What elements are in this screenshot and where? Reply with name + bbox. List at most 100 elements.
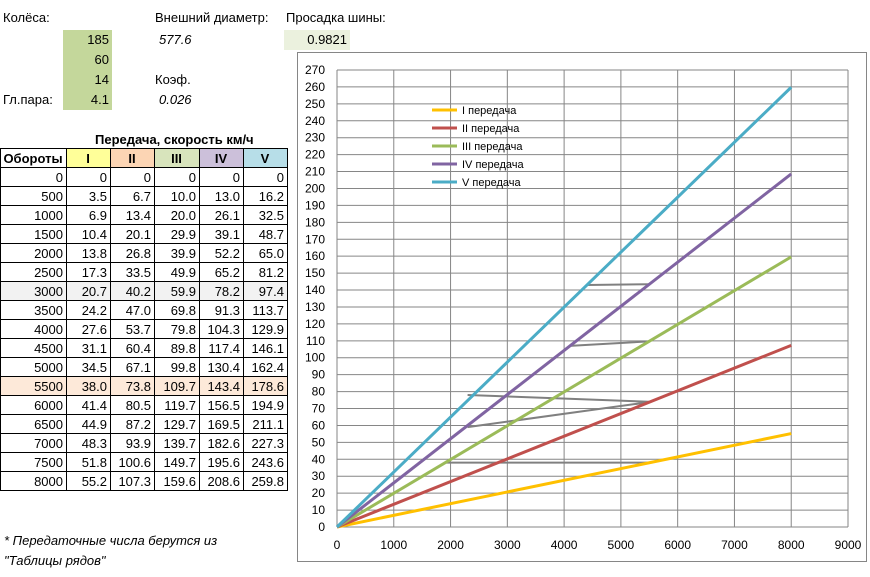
speed-cell[interactable]: 6.9: [66, 205, 111, 225]
speed-cell[interactable]: 52.2: [199, 243, 244, 263]
speed-cell[interactable]: 10.4: [66, 224, 111, 244]
speed-cell[interactable]: 129.7: [154, 414, 200, 434]
speed-cell[interactable]: 129.9: [243, 319, 288, 339]
speed-cell[interactable]: 100.6: [110, 452, 155, 472]
speed-cell[interactable]: 80.5: [110, 395, 155, 415]
speed-cell[interactable]: 13.4: [110, 205, 155, 225]
speed-cell[interactable]: 13.8: [66, 243, 111, 263]
speed-cell[interactable]: 27.6: [66, 319, 111, 339]
speed-cell[interactable]: 139.7: [154, 433, 200, 453]
speed-cell[interactable]: 65.2: [199, 262, 244, 282]
speed-cell[interactable]: 117.4: [199, 338, 244, 358]
speed-cell[interactable]: 143.4: [199, 376, 244, 396]
speed-cell[interactable]: 81.2: [243, 262, 288, 282]
speed-cell[interactable]: 34.5: [66, 357, 111, 377]
speed-cell[interactable]: 60.4: [110, 338, 155, 358]
rpm-cell[interactable]: 1000: [0, 205, 67, 225]
speed-cell[interactable]: 3.5: [66, 186, 111, 206]
speed-cell[interactable]: 32.5: [243, 205, 288, 225]
speed-cell[interactable]: 13.0: [199, 186, 244, 206]
speed-cell[interactable]: 99.8: [154, 357, 200, 377]
speed-cell[interactable]: 65.0: [243, 243, 288, 263]
speed-cell[interactable]: 208.6: [199, 471, 244, 491]
speed-cell[interactable]: 20.7: [66, 281, 111, 301]
speed-cell[interactable]: 156.5: [199, 395, 244, 415]
rpm-cell[interactable]: 5500: [0, 376, 67, 396]
speed-cell[interactable]: 47.0: [110, 300, 155, 320]
speed-cell[interactable]: 0: [154, 167, 200, 187]
speed-cell[interactable]: 169.5: [199, 414, 244, 434]
speed-cell[interactable]: 89.8: [154, 338, 200, 358]
speed-cell[interactable]: 0: [243, 167, 288, 187]
rpm-cell[interactable]: 500: [0, 186, 67, 206]
rpm-cell[interactable]: 2000: [0, 243, 67, 263]
speed-cell[interactable]: 24.2: [66, 300, 111, 320]
speed-cell[interactable]: 33.5: [110, 262, 155, 282]
speed-cell[interactable]: 48.3: [66, 433, 111, 453]
speed-cell[interactable]: 130.4: [199, 357, 244, 377]
rpm-cell[interactable]: 3000: [0, 281, 67, 301]
rpm-cell[interactable]: 1500: [0, 224, 67, 244]
speed-cell[interactable]: 182.6: [199, 433, 244, 453]
speed-cell[interactable]: 104.3: [199, 319, 244, 339]
speed-cell[interactable]: 17.3: [66, 262, 111, 282]
speed-cell[interactable]: 55.2: [66, 471, 111, 491]
speed-cell[interactable]: 178.6: [243, 376, 288, 396]
speed-cell[interactable]: 149.7: [154, 452, 200, 472]
speed-cell[interactable]: 48.7: [243, 224, 288, 244]
speed-cell[interactable]: 40.2: [110, 281, 155, 301]
speed-cell[interactable]: 10.0: [154, 186, 200, 206]
speed-cell[interactable]: 44.9: [66, 414, 111, 434]
rpm-cell[interactable]: 4000: [0, 319, 67, 339]
speed-cell[interactable]: 159.6: [154, 471, 200, 491]
rim-size-cell[interactable]: 14: [63, 70, 112, 90]
speed-cell[interactable]: 69.8: [154, 300, 200, 320]
speed-cell[interactable]: 227.3: [243, 433, 288, 453]
speed-cell[interactable]: 39.9: [154, 243, 200, 263]
speed-cell[interactable]: 26.1: [199, 205, 244, 225]
speed-cell[interactable]: 49.9: [154, 262, 200, 282]
rpm-cell[interactable]: 6500: [0, 414, 67, 434]
speed-cell[interactable]: 119.7: [154, 395, 200, 415]
speed-cell[interactable]: 91.3: [199, 300, 244, 320]
speed-cell[interactable]: 6.7: [110, 186, 155, 206]
speed-cell[interactable]: 0: [66, 167, 111, 187]
speed-cell[interactable]: 109.7: [154, 376, 200, 396]
rpm-cell[interactable]: 7500: [0, 452, 67, 472]
speed-cell[interactable]: 39.1: [199, 224, 244, 244]
rpm-cell[interactable]: 4500: [0, 338, 67, 358]
speed-cell[interactable]: 162.4: [243, 357, 288, 377]
rpm-cell[interactable]: 6000: [0, 395, 67, 415]
speed-cell[interactable]: 97.4: [243, 281, 288, 301]
speed-cell[interactable]: 93.9: [110, 433, 155, 453]
rpm-cell[interactable]: 0: [0, 167, 67, 187]
speed-cell[interactable]: 0: [199, 167, 244, 187]
speed-cell[interactable]: 0: [110, 167, 155, 187]
rpm-cell[interactable]: 2500: [0, 262, 67, 282]
speed-cell[interactable]: 31.1: [66, 338, 111, 358]
speed-cell[interactable]: 87.2: [110, 414, 155, 434]
tire-width-cell[interactable]: 185: [63, 30, 112, 50]
main-pair-cell[interactable]: 4.1: [63, 90, 112, 110]
speed-cell[interactable]: 41.4: [66, 395, 111, 415]
speed-cell[interactable]: 211.1: [243, 414, 288, 434]
speed-cell[interactable]: 146.1: [243, 338, 288, 358]
speed-cell[interactable]: 51.8: [66, 452, 111, 472]
speed-cell[interactable]: 16.2: [243, 186, 288, 206]
speed-cell[interactable]: 78.2: [199, 281, 244, 301]
rpm-cell[interactable]: 8000: [0, 471, 67, 491]
speed-cell[interactable]: 194.9: [243, 395, 288, 415]
speed-cell[interactable]: 73.8: [110, 376, 155, 396]
speed-cell[interactable]: 53.7: [110, 319, 155, 339]
speed-cell[interactable]: 67.1: [110, 357, 155, 377]
speed-cell[interactable]: 79.8: [154, 319, 200, 339]
tire-sag-value[interactable]: 0.9821: [284, 30, 350, 50]
speed-cell[interactable]: 107.3: [110, 471, 155, 491]
speed-cell[interactable]: 29.9: [154, 224, 200, 244]
speed-cell[interactable]: 195.6: [199, 452, 244, 472]
speed-cell[interactable]: 20.0: [154, 205, 200, 225]
speed-cell[interactable]: 20.1: [110, 224, 155, 244]
speed-cell[interactable]: 259.8: [243, 471, 288, 491]
rpm-cell[interactable]: 3500: [0, 300, 67, 320]
speed-cell[interactable]: 113.7: [243, 300, 288, 320]
